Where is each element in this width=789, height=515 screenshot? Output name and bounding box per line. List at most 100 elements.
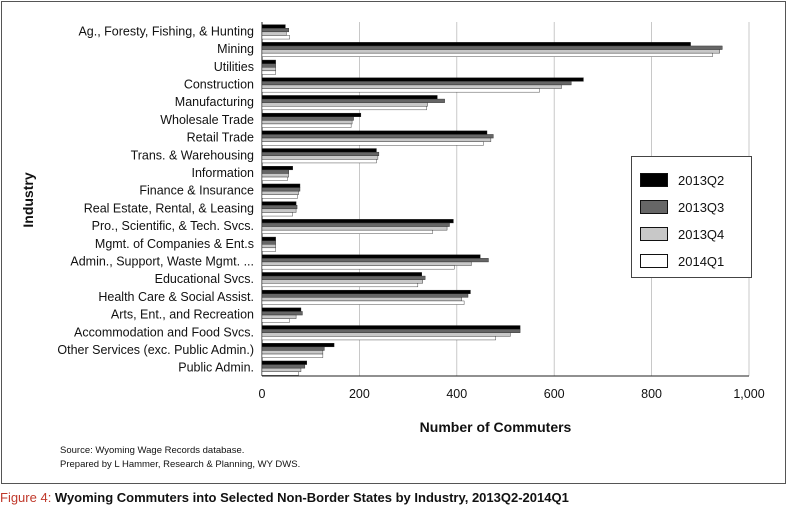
bar-trans-warehousing-2013q4 <box>261 155 379 160</box>
bar-retail-trade-2013q4 <box>261 137 492 142</box>
bar-health-care-social-assist-2013q2 <box>261 289 471 294</box>
bar-arts-ent-and-recreation-2014q1 <box>261 318 290 323</box>
bar-manufacturing-2013q4 <box>261 102 428 107</box>
x-axis-title: Number of Commuters <box>420 419 572 435</box>
bar-admin-support-waste-mgmt-2013q3 <box>261 258 489 263</box>
y-axis-title: Industry <box>20 172 36 227</box>
bar-wholesale-trade-2013q3 <box>261 116 354 121</box>
bar-manufacturing-2013q3 <box>261 98 445 103</box>
chart-legend: 2013Q2 2013Q3 2013Q4 2014Q1 <box>631 156 752 278</box>
bar-construction-2013q2 <box>261 77 584 82</box>
bar-other-services-exc-public-admin-2014q1 <box>261 353 324 358</box>
bar-pro-scientific-tech-svcs-2013q2 <box>261 219 454 224</box>
legend-item-2013q2: 2013Q2 <box>640 169 724 191</box>
category-label: Pro., Scientific, & Tech. Svcs. <box>92 219 254 233</box>
category-label: Public Admin. <box>178 361 254 375</box>
x-tick-label: 600 <box>544 387 565 401</box>
bar-pro-scientific-tech-svcs-2013q4 <box>261 226 448 231</box>
bar-educational-svcs-2013q2 <box>261 272 422 277</box>
bar-trans-warehousing-2014q1 <box>261 159 377 164</box>
bar-ag-foresty-fishing-hunting-2013q3 <box>261 28 289 33</box>
bar-finance-insurance-2013q2 <box>261 183 301 188</box>
bar-accommodation-and-food-svcs-2014q1 <box>261 336 496 341</box>
figure-caption: Figure 4: Wyoming Commuters into Selecte… <box>0 490 789 505</box>
bar-public-admin-2013q2 <box>261 360 308 365</box>
bar-information-2013q2 <box>261 166 293 171</box>
category-label: Information <box>191 166 254 180</box>
bar-mgmt-of-companies-ent-s-2013q2 <box>261 236 276 241</box>
bar-health-care-social-assist-2013q3 <box>261 293 469 298</box>
bar-wholesale-trade-2013q4 <box>261 120 353 125</box>
category-label: Mgmt. of Companies & Ent.s <box>95 237 254 251</box>
bar-other-services-exc-public-admin-2013q3 <box>261 346 325 351</box>
bar-arts-ent-and-recreation-2013q4 <box>261 314 297 319</box>
bar-educational-svcs-2013q4 <box>261 279 423 284</box>
bar-finance-insurance-2013q4 <box>261 190 299 195</box>
figure-caption-lead: Figure 4: <box>0 490 55 505</box>
bar-manufacturing-2013q2 <box>261 95 438 100</box>
bar-real-estate-rental-leasing-2013q3 <box>261 205 298 210</box>
bar-pro-scientific-tech-svcs-2014q1 <box>261 229 433 234</box>
legend-item-2014q1: 2014Q1 <box>640 250 724 272</box>
bar-public-admin-2013q3 <box>261 364 306 369</box>
bar-real-estate-rental-leasing-2013q2 <box>261 201 297 206</box>
category-label: Utilities <box>214 60 254 74</box>
source-line-1: Source: Wyoming Wage Records database. <box>60 445 245 456</box>
bar-utilities-2013q4 <box>261 67 276 72</box>
x-tick-label: 800 <box>641 387 662 401</box>
bar-retail-trade-2014q1 <box>261 141 484 146</box>
legend-item-2013q3: 2013Q3 <box>640 196 724 218</box>
legend-label-2013q3: 2013Q3 <box>678 199 725 215</box>
bar-health-care-social-assist-2014q1 <box>261 300 465 305</box>
bar-trans-warehousing-2013q2 <box>261 148 377 153</box>
category-label: Wholesale Trade <box>160 113 254 127</box>
category-label: Manufacturing <box>175 95 254 109</box>
x-tick-label: 0 <box>259 387 266 401</box>
bar-educational-svcs-2014q1 <box>261 283 419 288</box>
legend-swatch-2014q1 <box>640 254 668 268</box>
bar-pro-scientific-tech-svcs-2013q3 <box>261 222 450 227</box>
bar-accommodation-and-food-svcs-2013q4 <box>261 332 511 337</box>
bar-admin-support-waste-mgmt-2013q2 <box>261 254 481 259</box>
x-tick-label: 1,000 <box>733 387 764 401</box>
legend-item-2013q4: 2013Q4 <box>640 223 724 245</box>
bar-information-2013q4 <box>261 173 289 178</box>
bar-wholesale-trade-2014q1 <box>261 123 352 128</box>
bar-real-estate-rental-leasing-2014q1 <box>261 212 293 217</box>
source-line-2: Prepared by L Hammer, Research & Plannin… <box>60 459 301 470</box>
category-label: Finance & Insurance <box>139 184 254 198</box>
bar-mgmt-of-companies-ent-s-2014q1 <box>261 247 276 252</box>
bar-construction-2014q1 <box>261 88 540 93</box>
bar-retail-trade-2013q3 <box>261 134 494 139</box>
category-label: Ag., Foresty, Fishing, & Hunting <box>78 24 254 38</box>
category-label: Educational Svcs. <box>155 272 254 286</box>
bar-trans-warehousing-2013q3 <box>261 151 380 156</box>
bar-manufacturing-2014q1 <box>261 106 427 111</box>
x-tick-label: 200 <box>349 387 370 401</box>
figure-caption-text: Wyoming Commuters into Selected Non-Bord… <box>54 490 569 505</box>
legend-label-2013q4: 2013Q4 <box>678 226 725 242</box>
bar-retail-trade-2013q2 <box>261 130 488 135</box>
category-label: Mining <box>217 42 254 56</box>
bar-mining-2013q4 <box>261 49 720 54</box>
bar-finance-insurance-2014q1 <box>261 194 298 199</box>
bar-admin-support-waste-mgmt-2013q4 <box>261 261 472 266</box>
legend-label-2014q1: 2014Q1 <box>678 253 725 269</box>
category-label: Retail Trade <box>187 131 254 145</box>
bar-public-admin-2014q1 <box>261 371 299 376</box>
bar-health-care-social-assist-2013q4 <box>261 297 462 302</box>
bar-other-services-exc-public-admin-2013q2 <box>261 343 335 348</box>
bar-information-2014q1 <box>261 176 288 181</box>
category-label: Health Care & Social Assist. <box>98 290 254 304</box>
bar-real-estate-rental-leasing-2013q4 <box>261 208 297 213</box>
bar-ag-foresty-fishing-hunting-2013q4 <box>261 31 287 36</box>
bar-mining-2013q3 <box>261 45 723 50</box>
bar-construction-2013q4 <box>261 84 562 89</box>
bar-utilities-2013q3 <box>261 63 276 68</box>
bar-mining-2013q2 <box>261 42 691 47</box>
bar-mgmt-of-companies-ent-s-2013q4 <box>261 244 276 249</box>
bar-utilities-2013q2 <box>261 59 276 64</box>
source-note: Source: Wyoming Wage Records database. P… <box>60 444 300 472</box>
bar-ag-foresty-fishing-hunting-2013q2 <box>261 24 286 29</box>
